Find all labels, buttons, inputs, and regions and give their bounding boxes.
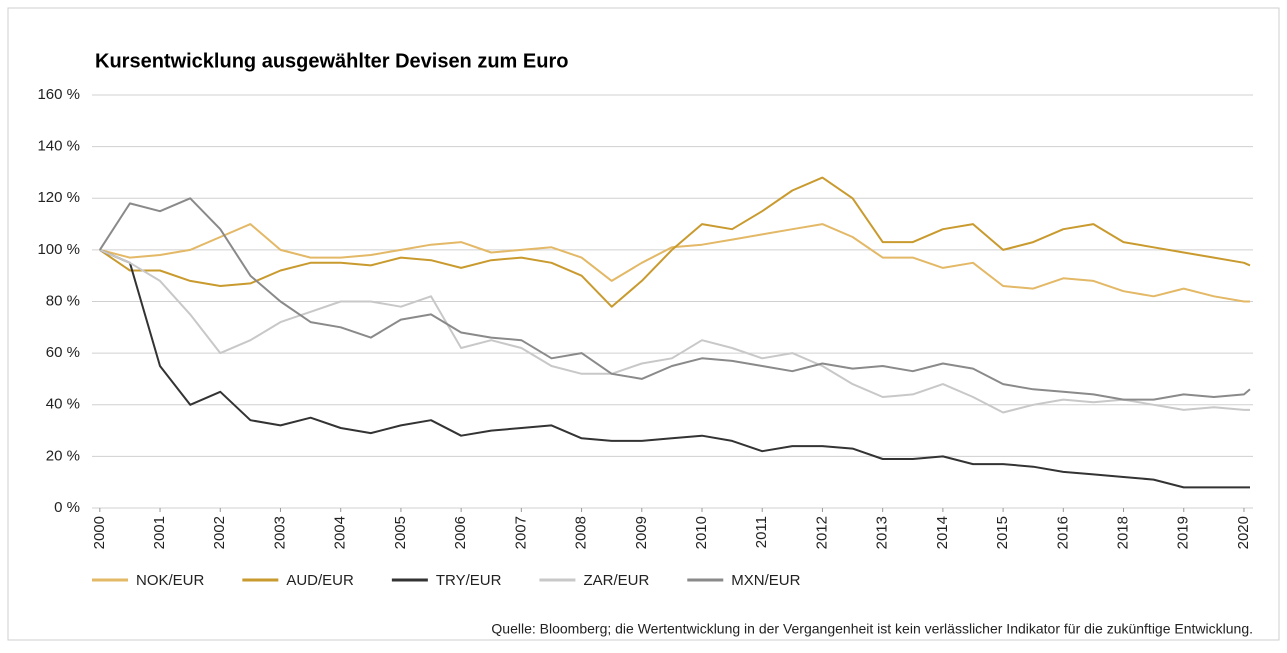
y-tick-label: 0 % [54,499,80,516]
x-tick-label: 2000 [91,516,108,549]
x-tick-label: 2015 [994,516,1011,549]
legend-label: AUD/EUR [286,572,354,589]
x-tick-label: 2001 [151,516,168,549]
y-tick-label: 20 % [46,447,80,464]
x-tick-label: 2012 [813,516,830,549]
x-tick-label: 2006 [452,516,469,549]
frame [7,7,1280,641]
chart-title: Kursentwicklung ausgewählter Devisen zum… [95,50,568,72]
x-tick-label: 2008 [573,516,590,549]
x-tick-label: 2009 [633,516,650,549]
x-tick-label: 2002 [211,516,228,549]
x-tick-label: 2010 [693,516,710,549]
x-tick-label: 2004 [332,516,349,549]
series-line [99,248,1250,489]
legend-label: NOK/EUR [136,572,205,589]
source-note: Quelle: Bloomberg; die Wertentwicklung i… [491,621,1253,637]
x-tick-label: 2019 [1175,516,1192,549]
y-tick-label: 40 % [46,396,80,413]
series-line [99,223,1250,303]
series-line [99,248,1250,414]
y-tick-label: 120 % [37,189,80,206]
legend-label: TRY/EUR [436,572,502,589]
legend-label: ZAR/EUR [583,572,649,589]
x-tick-label: 2011 [753,516,770,548]
x-tick-label: 2018 [1115,516,1132,549]
x-tick-label: 2005 [392,516,409,549]
x-tick-label: 2014 [934,516,951,549]
y-tick-label: 160 % [37,86,80,103]
x-tick-label: 2007 [512,516,529,549]
x-tick-label: 2003 [271,516,288,549]
x-tick-label: 2016 [1054,516,1071,549]
y-tick-label: 140 % [37,138,80,155]
y-tick-label: 80 % [46,292,80,309]
legend-label: MXN/EUR [731,572,800,589]
y-tick-label: 100 % [37,241,80,258]
x-tick-label: 2013 [874,516,891,549]
x-tick-label: 2020 [1235,516,1252,549]
series-line [98,197,1251,401]
y-tick-label: 60 % [46,344,80,361]
series-line [99,176,1251,308]
